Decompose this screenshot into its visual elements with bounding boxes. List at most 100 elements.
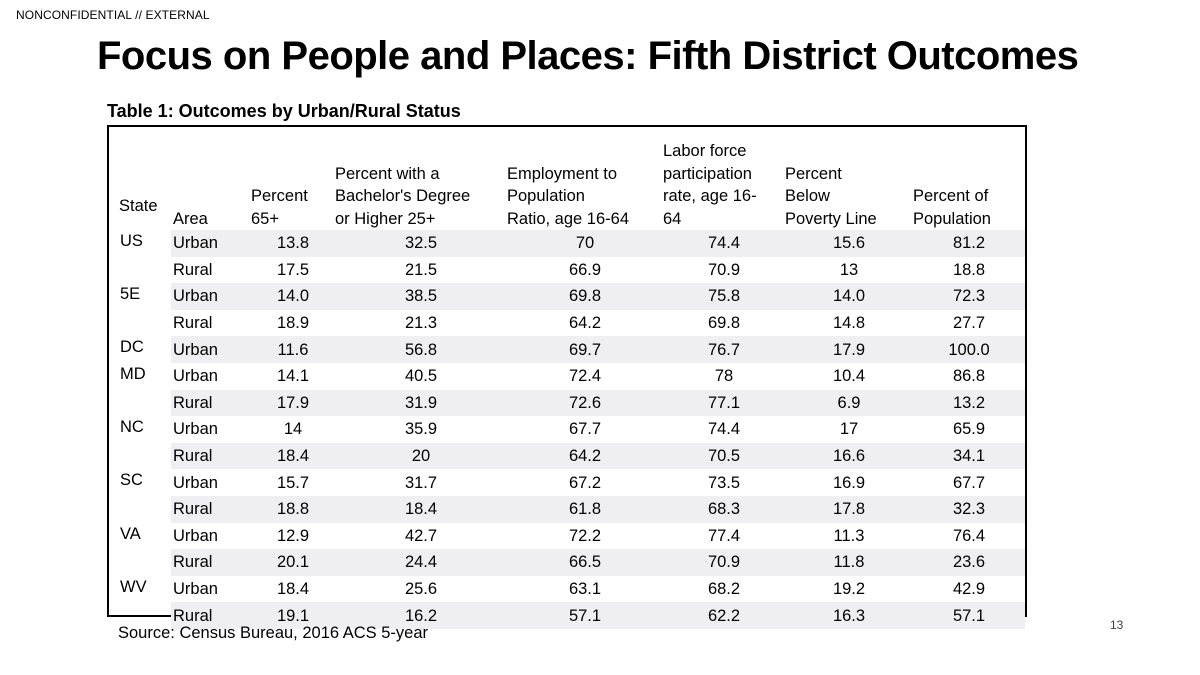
table-caption: Table 1: Outcomes by Urban/Rural Status: [107, 101, 461, 121]
cell-poverty: 6.9: [785, 389, 913, 417]
table-row: DC Urban 11.6 56.8 69.7 76.7 17.9 100.0: [109, 336, 1025, 363]
table-row: Rural 18.9 21.3 64.2 69.8 14.8 27.7: [109, 310, 1025, 337]
cell-state: [109, 443, 171, 470]
cell-employment-ratio: 69.7: [507, 336, 663, 363]
cell-area: Rural: [171, 602, 251, 629]
cell-state: WV: [120, 577, 147, 596]
cell-percent-65: 12.9: [276, 526, 310, 545]
cell-state: NC: [120, 418, 144, 437]
table-row: NC Urban 14 35.9 67.7 74.4 17 65.9: [109, 416, 1025, 443]
cell-percent-65: 20.1: [251, 549, 335, 576]
cell-area: Rural: [171, 549, 251, 576]
header-bachelors: Percent with a Bachelor's Degree or Higher…: [335, 164, 471, 228]
cell-poverty: 14.0: [785, 283, 913, 310]
cell-area: Rural: [173, 260, 213, 279]
cell-bachelors: 25.6: [404, 580, 438, 599]
cell-employment-ratio: 63.1: [568, 580, 602, 599]
cell-population: 13.2: [913, 389, 1025, 417]
table-row: VA Urban 12.9 42.7 72.2 77.4 11.3 76.4: [109, 523, 1025, 550]
cell-bachelors: 20: [335, 442, 507, 470]
cell-state: DC: [120, 338, 144, 357]
header-labor-force: Labor force participation rate, age 16- 64: [663, 142, 757, 228]
slide-title: Focus on People and Places: Fifth Distri…: [97, 34, 1079, 78]
cell-employment-ratio: 64.2: [507, 442, 663, 470]
table-row: Rural 17.9 31.9 72.6 77.1 6.9 13.2: [109, 389, 1025, 417]
cell-labor-force: 74.4: [707, 420, 741, 439]
cell-population: 42.9: [952, 580, 986, 599]
cell-bachelors: 38.5: [335, 283, 507, 310]
cell-employment-ratio: 64.2: [568, 314, 602, 333]
cell-percent-65: 17.5: [276, 260, 310, 279]
cell-labor-force: 70.5: [663, 442, 785, 470]
cell-poverty: 19.2: [832, 580, 866, 599]
cell-employment-ratio: 72.4: [568, 367, 602, 386]
table-row: Rural 19.1 16.2 57.1 62.2 16.3 57.1: [109, 602, 1025, 629]
cell-state: SC: [120, 471, 143, 490]
cell-population: 67.7: [952, 473, 986, 492]
cell-percent-65: 14.1: [276, 367, 310, 386]
cell-labor-force: 78: [714, 367, 734, 386]
table-row: Rural 18.8 18.4 61.8 68.3 17.8 32.3: [109, 495, 1025, 523]
cell-bachelors: 31.9: [335, 389, 507, 417]
cell-area: Urban: [171, 336, 251, 363]
cell-population: 32.3: [913, 495, 1025, 523]
page-number: 13: [1110, 618, 1124, 632]
header-area: Area: [173, 209, 208, 228]
table-row: MD Urban 14.1 40.5 72.4 78 10.4 86.8: [109, 363, 1025, 390]
table-row: Rural 18.4 20 64.2 70.5 16.6 34.1: [109, 442, 1025, 470]
cell-bachelors: 21.3: [404, 314, 438, 333]
cell-labor-force: 74.4: [663, 230, 785, 257]
cell-employment-ratio: 69.8: [507, 283, 663, 310]
cell-employment-ratio: 66.5: [507, 549, 663, 576]
cell-bachelors: 21.5: [404, 260, 438, 279]
cell-labor-force: 75.8: [663, 283, 785, 310]
cell-poverty: 10.4: [832, 367, 866, 386]
table-body: US Urban 13.8 32.5 70 74.4 15.6 81.2 Rural 17.5 21…: [109, 230, 1025, 629]
cell-employment-ratio: 66.9: [568, 260, 602, 279]
table-row: SC Urban 15.7 31.7 67.2 73.5 16.9 67.7: [109, 469, 1025, 496]
source-note: Source: Census Bureau, 2016 ACS 5-year: [118, 624, 429, 642]
cell-labor-force: 68.2: [707, 580, 741, 599]
cell-population: 65.9: [952, 420, 986, 439]
table-header-row: State Area Percent 65+ Percent with a Bach…: [109, 127, 1025, 230]
table-row: Rural 20.1 24.4 66.5 70.9 11.8 23.6: [109, 549, 1025, 576]
cell-poverty: 11.8: [785, 549, 913, 576]
cell-percent-65: 18.8: [251, 495, 335, 523]
data-table-frame: State Area Percent 65+ Percent with a Bach…: [107, 125, 1027, 629]
cell-employment-ratio: 61.8: [507, 495, 663, 523]
cell-labor-force: 70.9: [707, 260, 741, 279]
cell-percent-65: 19.1: [251, 602, 335, 629]
table-row: WV Urban 18.4 25.6 63.1 68.2 19.2 42.9: [109, 576, 1025, 603]
cell-state: VA: [120, 524, 141, 543]
cell-percent-65: 14: [283, 420, 303, 439]
cell-area: Urban: [173, 473, 218, 492]
cell-percent-65: 18.4: [251, 442, 335, 470]
cell-bachelors: 42.7: [404, 526, 438, 545]
cell-area: Urban: [173, 367, 218, 386]
cell-population: 18.8: [952, 260, 986, 279]
cell-employment-ratio: 70: [507, 230, 663, 257]
cell-poverty: 16.9: [832, 473, 866, 492]
header-percent-65: Percent 65+: [251, 187, 308, 228]
cell-employment-ratio: 67.7: [568, 420, 602, 439]
cell-population: 86.8: [952, 367, 986, 386]
cell-bachelors: 16.2: [335, 602, 507, 629]
cell-poverty: 15.6: [785, 230, 913, 257]
header-state: State: [119, 196, 158, 215]
cell-area: Urban: [173, 420, 218, 439]
table-row: Rural 17.5 21.5 66.9 70.9 13 18.8: [109, 257, 1025, 284]
cell-labor-force: 77.1: [663, 389, 785, 417]
cell-area: Rural: [171, 389, 251, 417]
cell-percent-65: 11.6: [251, 336, 335, 363]
cell-poverty: 16.3: [785, 602, 913, 629]
cell-labor-force: 76.7: [663, 336, 785, 363]
cell-poverty: 17.8: [785, 495, 913, 523]
cell-employment-ratio: 67.2: [568, 473, 602, 492]
header-population: Percent of Population: [913, 187, 991, 228]
cell-labor-force: 73.5: [707, 473, 741, 492]
cell-percent-65: 15.7: [276, 473, 310, 492]
cell-bachelors: 56.8: [335, 336, 507, 363]
cell-population: 76.4: [952, 526, 986, 545]
cell-population: 72.3: [913, 283, 1025, 310]
cell-bachelors: 35.9: [404, 420, 438, 439]
